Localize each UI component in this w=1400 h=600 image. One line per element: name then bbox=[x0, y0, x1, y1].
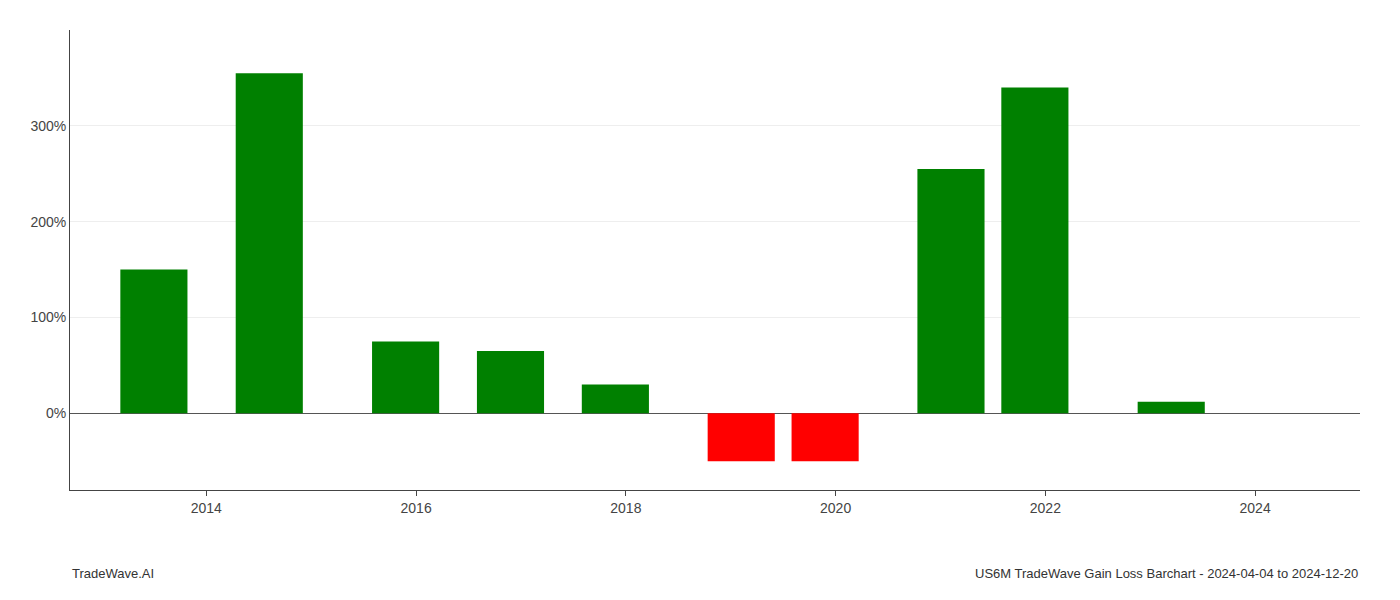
svg-text:0%: 0% bbox=[46, 405, 66, 421]
svg-text:US6M TradeWave Gain Loss Barch: US6M TradeWave Gain Loss Barchart - 2024… bbox=[975, 566, 1358, 581]
svg-text:2020: 2020 bbox=[820, 500, 851, 516]
svg-text:200%: 200% bbox=[30, 214, 66, 230]
svg-text:100%: 100% bbox=[30, 309, 66, 325]
svg-text:2014: 2014 bbox=[191, 500, 222, 516]
svg-text:2016: 2016 bbox=[401, 500, 432, 516]
svg-text:2018: 2018 bbox=[610, 500, 641, 516]
svg-text:2024: 2024 bbox=[1240, 500, 1271, 516]
svg-text:TradeWave.AI: TradeWave.AI bbox=[72, 566, 154, 581]
svg-text:300%: 300% bbox=[30, 118, 66, 134]
svg-text:2022: 2022 bbox=[1030, 500, 1061, 516]
